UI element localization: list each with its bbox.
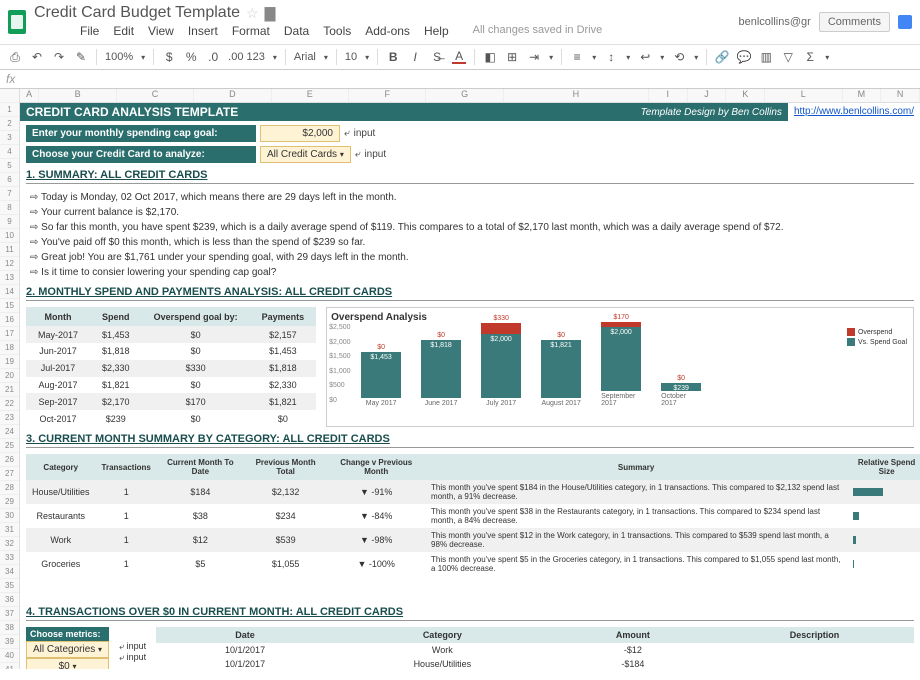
overspend-chart: Overspend Analysis $2,500$2,000$1,500$1,… (326, 307, 914, 427)
folder-icon[interactable]: ▇ (265, 5, 276, 22)
chart-icon[interactable]: ▥ (759, 50, 773, 64)
section2-title: 2. MONTHLY SPEND AND PAYMENTS ANALYSIS: … (26, 286, 914, 301)
category-table: CategoryTransactionsCurrent Month To Dat… (26, 454, 920, 576)
fx-icon: fx (6, 72, 15, 86)
menu-view[interactable]: View (148, 24, 174, 38)
fill-icon[interactable]: ◧ (483, 50, 497, 64)
row-headers[interactable]: 1234567891011121314151617181920212223242… (0, 89, 20, 669)
paint-icon[interactable]: ✎ (74, 50, 88, 64)
currency-icon[interactable]: $ (162, 50, 176, 64)
summary-line: Your current balance is $2,170. (30, 205, 910, 220)
sheets-logo-icon[interactable] (8, 10, 26, 34)
filter-icon[interactable]: ▽ (781, 50, 795, 64)
share-icon[interactable] (898, 15, 912, 29)
transactions-table: DateCategoryAmountDescription10/1/2017Wo… (156, 627, 914, 669)
template-title: CREDIT CARD ANALYSIS TEMPLATE (26, 105, 238, 119)
goal-input[interactable]: $2,000 (260, 125, 340, 142)
italic-icon[interactable]: I (408, 50, 422, 64)
borders-icon[interactable]: ⊞ (505, 50, 519, 64)
summary-line: So far this month, you have spent $239, … (30, 220, 910, 235)
bold-icon[interactable]: B (386, 50, 400, 64)
summary-line: Today is Monday, 02 Oct 2017, which mean… (30, 190, 910, 205)
user-email: benlcollins@gr (739, 16, 811, 28)
print-icon[interactable]: ⎙ (8, 50, 22, 64)
title-bar: Credit Card Budget Template ☆ ▇ File Edit… (0, 0, 920, 45)
star-icon[interactable]: ☆ (246, 5, 259, 22)
strike-icon[interactable]: S̶ (430, 50, 444, 64)
textcolor-icon[interactable]: A (452, 50, 466, 64)
menu-bar: File Edit View Insert Format Data Tools Add-ons… (34, 22, 648, 40)
summary-line: Great job! You are $1,761 under your spe… (30, 250, 910, 265)
decimals-button[interactable]: .00 123 (228, 51, 265, 63)
formula-bar[interactable]: fx (0, 70, 920, 89)
section4-title: 4. TRANSACTIONS OVER $0 IN CURRENT MONTH… (26, 606, 914, 621)
template-header: CREDIT CARD ANALYSIS TEMPLATE Template D… (20, 103, 788, 121)
menu-insert[interactable]: Insert (188, 24, 218, 38)
menu-file[interactable]: File (80, 24, 99, 38)
menu-data[interactable]: Data (284, 24, 309, 38)
summary-lines: Today is Monday, 02 Oct 2017, which mean… (30, 190, 910, 280)
template-design: Template Design by Ben Collins (641, 107, 782, 118)
toolbar: ⎙ ↶ ↷ ✎ 100%▾ $ % .0 .00 123▾ Arial▾ 10▾… (0, 45, 920, 70)
redo-icon[interactable]: ↷ (52, 50, 66, 64)
comments-button[interactable]: Comments (819, 12, 890, 32)
wrap-icon[interactable]: ↩ (638, 50, 652, 64)
zoom-select[interactable]: 100% (105, 51, 133, 63)
valign-icon[interactable]: ↕ (604, 50, 618, 64)
metrics-title: Choose metrics: (26, 627, 109, 641)
link-icon[interactable]: 🔗 (715, 50, 729, 64)
percent-icon[interactable]: % (184, 50, 198, 64)
metric-amount-select[interactable]: $0 ▾ (26, 658, 109, 669)
fontsize-select[interactable]: 10 (345, 51, 357, 63)
arrow-icon: ⤶ (355, 149, 361, 160)
summary-line: You've paid off $0 this month, which is … (30, 235, 910, 250)
monthly-table: MonthSpendOverspend goal by:PaymentsMay-… (26, 307, 316, 427)
input-tags: ⤶ input ⤶ input (119, 627, 146, 669)
undo-icon[interactable]: ↶ (30, 50, 44, 64)
font-select[interactable]: Arial (294, 51, 316, 63)
input-tag: input (364, 149, 386, 160)
section1-title: 1. SUMMARY: ALL CREDIT CARDS (26, 169, 914, 184)
summary-line: Is it time to consier lowering your spen… (30, 265, 910, 280)
goal-label: Enter your monthly spending cap goal: (26, 125, 256, 142)
decimal-dec-icon[interactable]: .0 (206, 50, 220, 64)
comment-icon[interactable]: 💬 (737, 50, 751, 64)
arrow-icon: ⤶ (344, 128, 350, 139)
col-headers[interactable]: ABCDEFGHIJKLMN (20, 89, 920, 103)
input-tag: input (354, 128, 376, 139)
rotate-icon[interactable]: ⟲ (672, 50, 686, 64)
menu-help[interactable]: Help (424, 24, 449, 38)
sheet-content: CREDIT CARD ANALYSIS TEMPLATE Template D… (20, 103, 920, 669)
doc-title[interactable]: Credit Card Budget Template (34, 4, 240, 22)
menu-edit[interactable]: Edit (113, 24, 134, 38)
functions-icon[interactable]: Σ (803, 50, 817, 64)
author-link[interactable]: http://www.benlcollins.com/ (788, 103, 920, 121)
metric-category-select[interactable]: All Categories ▾ (26, 641, 109, 658)
saved-status: All changes saved in Drive (473, 24, 603, 38)
card-select[interactable]: All Credit Cards ▾ (260, 146, 351, 163)
halign-icon[interactable]: ≡ (570, 50, 584, 64)
section3-title: 3. CURRENT MONTH SUMMARY BY CATEGORY: AL… (26, 433, 914, 448)
menu-add-ons[interactable]: Add-ons (365, 24, 410, 38)
menu-tools[interactable]: Tools (323, 24, 351, 38)
metrics-box: Choose metrics: All Categories ▾ $0 ▾ (26, 627, 109, 669)
card-label: Choose your Credit Card to analyze: (26, 146, 256, 163)
merge-icon[interactable]: ⇥ (527, 50, 541, 64)
menu-format[interactable]: Format (232, 24, 270, 38)
